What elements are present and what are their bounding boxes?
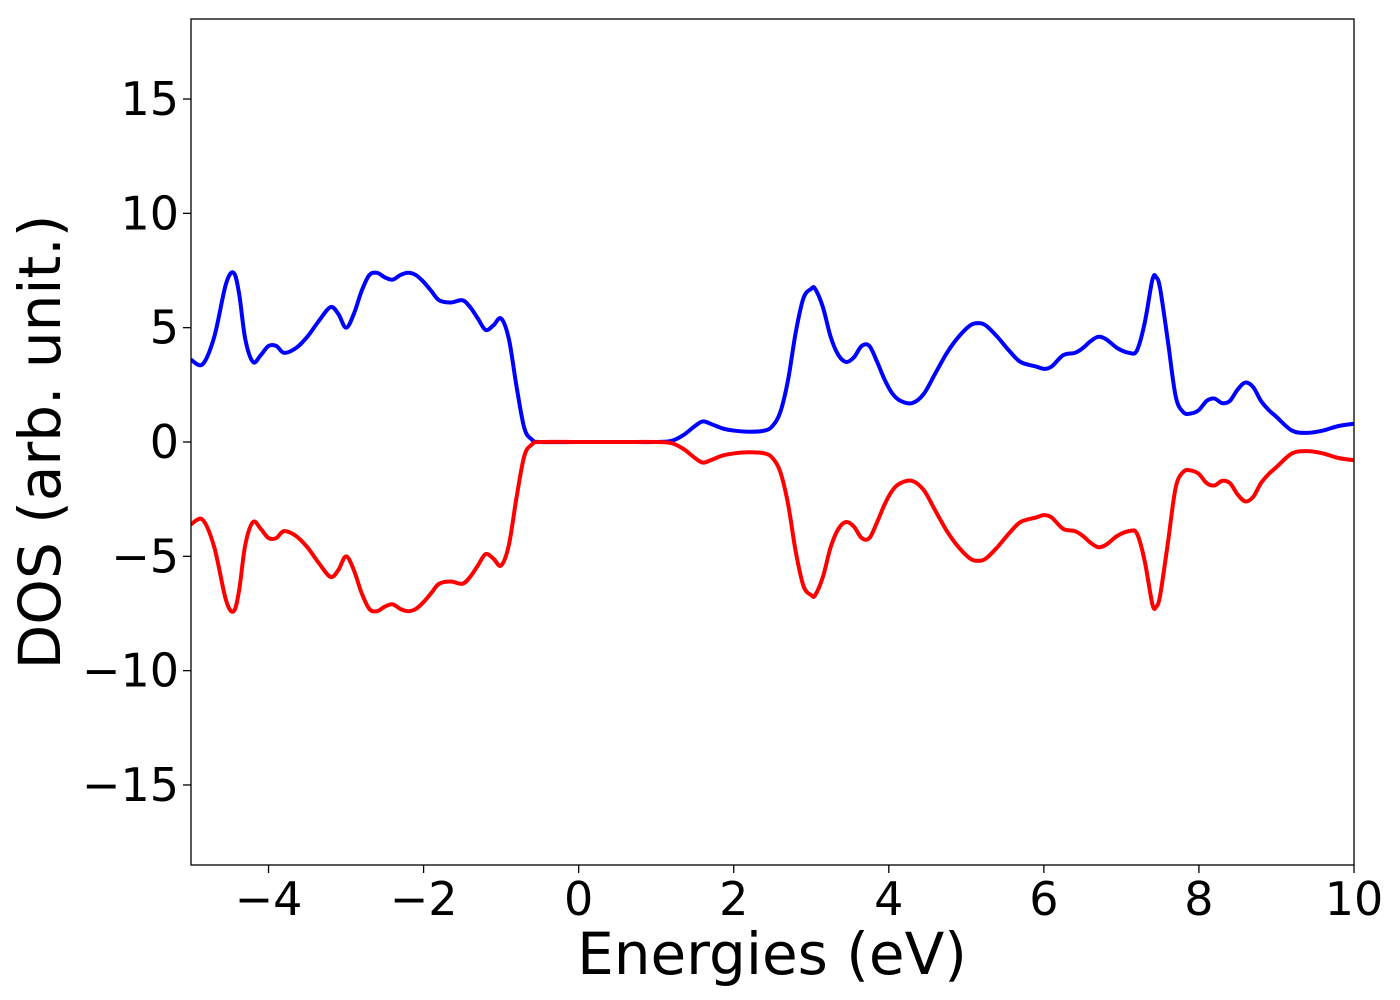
x-tick-label: 8: [1184, 872, 1213, 926]
y-axis: −15 −10 −5 0 5 10 15: [82, 72, 191, 812]
y-tick-label: 10: [120, 186, 179, 240]
y-tick-label: −10: [82, 644, 179, 698]
x-axis: −4 −2 0 2 4 6 8 10: [235, 865, 1384, 926]
y-tick-label: 15: [120, 72, 179, 126]
y-tick-label: 0: [150, 415, 179, 469]
y-tick-label: −15: [82, 758, 179, 812]
plot-area: [191, 270, 1354, 614]
x-tick-label: 6: [1029, 872, 1058, 926]
x-axis-title: Energies (eV): [577, 920, 967, 988]
series-line-2: [191, 439, 1354, 614]
x-tick-label: −2: [390, 872, 458, 926]
series-line-1: [191, 270, 1354, 445]
x-tick-label: 10: [1325, 872, 1384, 926]
x-tick-label: 2: [719, 872, 748, 926]
y-tick-label: −5: [111, 529, 179, 583]
x-tick-label: 0: [564, 872, 593, 926]
x-tick-label: 4: [874, 872, 903, 926]
y-tick-label: 5: [150, 301, 179, 355]
y-axis-title: DOS (arb. unit.): [6, 215, 74, 670]
x-tick-label: −4: [235, 872, 303, 926]
